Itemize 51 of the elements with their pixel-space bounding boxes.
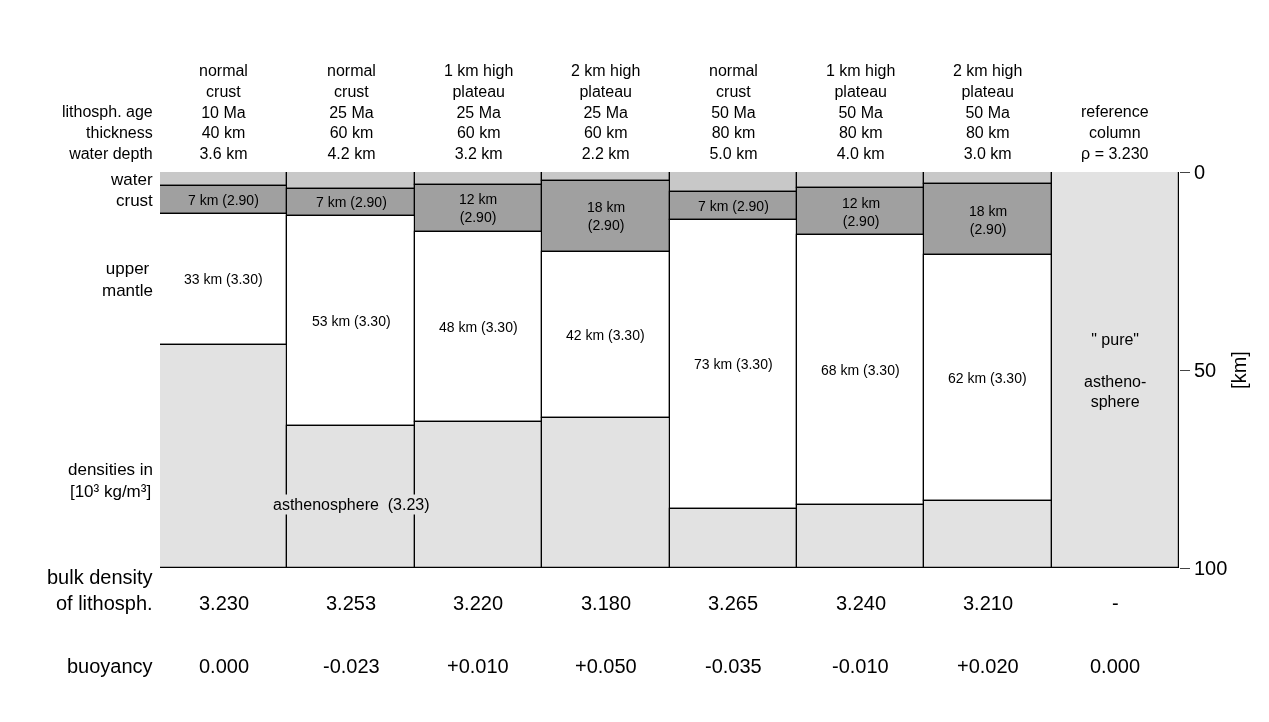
text: 3.220 — [453, 592, 504, 614]
x-tick-label: 2 km high plateau 50 Ma 80 km 3.0 km — [953, 62, 1023, 163]
series-label: water — [110, 170, 153, 189]
data-label: 42 km (3.30) — [566, 327, 645, 343]
text: +0.010 — [447, 655, 509, 677]
y-axis-title: [km] — [1227, 351, 1250, 389]
text: " pure" astheno- sphere — [1084, 331, 1147, 411]
text: 3.210 — [963, 592, 1014, 614]
data-label: 7 km (2.90) — [188, 192, 259, 208]
y-tick-label: 100 — [1194, 557, 1228, 579]
y-tick-label: 50 — [1194, 359, 1217, 381]
data-label: 7 km (2.90) — [698, 198, 769, 214]
data-label: 33 km (3.30) — [184, 271, 263, 287]
text: buoyancy — [67, 655, 153, 677]
text: 3.180 — [581, 592, 632, 614]
text: 3.230 — [199, 592, 250, 614]
data-label: 53 km (3.30) — [312, 313, 391, 329]
data-label: 62 km (3.30) — [948, 370, 1027, 386]
text: -0.035 — [705, 655, 762, 677]
text: densities in [10³ kg/m³] — [68, 460, 154, 502]
series-label: crust — [116, 191, 154, 210]
x-tick-label: normal crust 10 Ma 40 km 3.6 km — [199, 62, 248, 163]
text: 3.265 — [708, 592, 759, 614]
text: - — [1112, 592, 1119, 614]
text: 3.240 — [836, 592, 887, 614]
text: +0.050 — [575, 655, 637, 677]
text: bulk density of lithosph. — [47, 566, 153, 614]
data-label: 12 km (2.90) — [459, 191, 498, 226]
text: 0.000 — [199, 655, 250, 677]
x-tick-label: 2 km high plateau 25 Ma 60 km 2.2 km — [571, 62, 641, 163]
data-label: 12 km (2.90) — [842, 195, 881, 230]
x-tick-label: 1 km high plateau 25 Ma 60 km 3.2 km — [444, 62, 514, 163]
x-tick-label: normal crust 25 Ma 60 km 4.2 km — [327, 62, 376, 163]
data-label: 68 km (3.30) — [821, 362, 900, 378]
data-label: 73 km (3.30) — [694, 356, 773, 372]
y-tick-label: 0 — [1194, 161, 1206, 183]
x-tick-label: reference column ρ = 3.230 — [1081, 103, 1149, 162]
x-tick-label: 1 km high plateau 50 Ma 80 km 4.0 km — [826, 62, 896, 163]
data-label: 7 km (2.90) — [316, 194, 387, 210]
data-label: 18 km (2.90) — [969, 203, 1008, 238]
data-label: 18 km (2.90) — [587, 199, 626, 234]
text: lithosph. age thickness water depth — [62, 103, 153, 162]
annotation: asthenosphere (3.23) — [273, 496, 430, 513]
series-label: upper mantle — [102, 259, 154, 301]
text: -0.010 — [832, 655, 889, 677]
text: 0.000 — [1090, 655, 1141, 677]
x-tick-label: normal crust 50 Ma 80 km 5.0 km — [709, 62, 758, 163]
text: 3.253 — [326, 592, 377, 614]
text: -0.023 — [323, 655, 380, 677]
text: +0.020 — [957, 655, 1019, 677]
data-label: 48 km (3.30) — [439, 319, 518, 335]
